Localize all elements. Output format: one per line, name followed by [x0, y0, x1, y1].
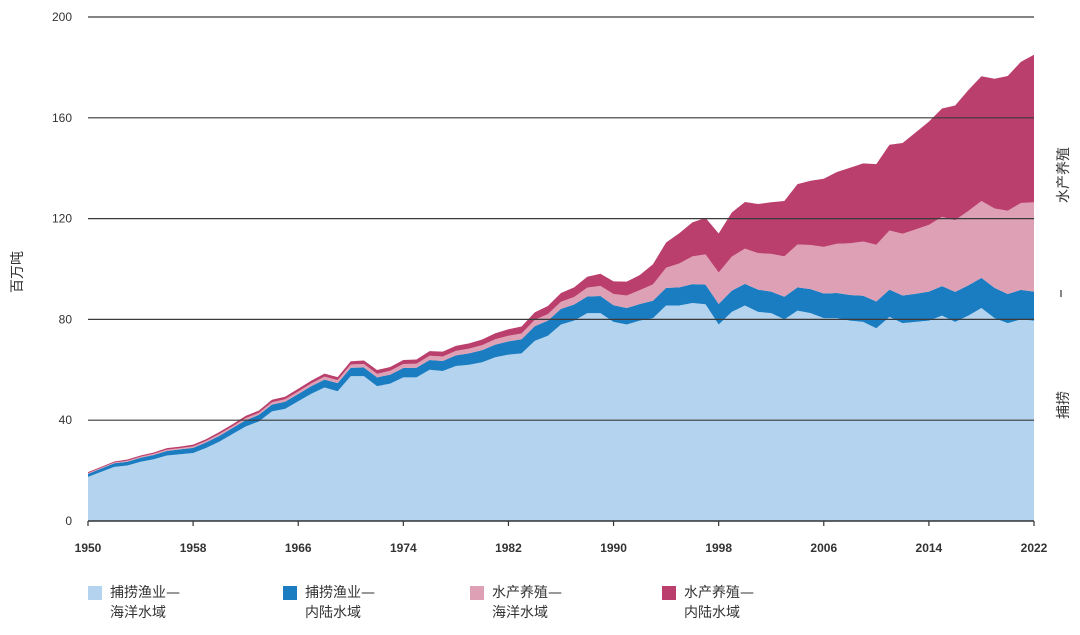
- legend-label-line1: 捕捞渔业—: [305, 585, 375, 601]
- legend-label-line2: 内陆水域: [305, 605, 361, 621]
- y-tick-label: 80: [59, 312, 73, 326]
- x-tick-label: 1966: [285, 541, 312, 555]
- legend-item: 捕捞渔业— 内陆水域: [283, 583, 375, 623]
- legend-swatch: [283, 586, 297, 600]
- y-tick-label: 120: [52, 212, 72, 226]
- legend-label-line2: 内陆水域: [684, 605, 740, 621]
- x-tick-label: 2014: [916, 541, 943, 555]
- side-label-capture: 捕捞: [1056, 391, 1072, 419]
- x-tick-label: 1998: [705, 541, 732, 555]
- legend-label: 水产养殖— 内陆水域: [684, 583, 754, 623]
- x-tick-label: 2022: [1021, 541, 1048, 555]
- legend-swatch: [470, 586, 484, 600]
- area-series-3: [88, 200, 1034, 474]
- side-label-aquaculture: 水产养殖: [1055, 147, 1072, 203]
- legend-swatch: [88, 586, 102, 600]
- y-tick-labels: 0 40 80 120 160 200: [52, 10, 72, 528]
- x-tick-labels: 1950 1958 1966 1974 1982 1990 1998 2006 2014 2022: [75, 521, 1048, 555]
- legend: 捕捞渔业— 海洋水域 捕捞渔业— 内陆水域 水产养殖— 海洋水域 水产养殖— 内…: [88, 583, 1078, 631]
- legend-label: 捕捞渔业— 海洋水域: [110, 583, 180, 623]
- stacked-areas: [88, 54, 1034, 521]
- legend-label-line2: 海洋水域: [110, 605, 166, 621]
- y-tick-label: 200: [52, 10, 72, 24]
- legend-swatch: [662, 586, 676, 600]
- legend-item: 水产养殖— 内陆水域: [662, 583, 754, 623]
- x-tick-label: 1990: [600, 541, 627, 555]
- gridlines: [88, 16, 1034, 421]
- x-tick-label: 1982: [495, 541, 522, 555]
- legend-item: 水产养殖— 海洋水域: [470, 583, 562, 623]
- area-series-1: [88, 303, 1034, 521]
- legend-label: 水产养殖— 海洋水域: [492, 583, 562, 623]
- legend-label-line2: 海洋水域: [492, 605, 548, 621]
- area-series-2: [88, 277, 1034, 477]
- y-tick-label: 160: [52, 111, 72, 125]
- legend-label-line1: 水产养殖—: [684, 585, 754, 601]
- y-axis-label: 百万吨: [10, 251, 26, 293]
- legend-label-line1: 捕捞渔业—: [110, 585, 180, 601]
- x-tick-label: 2006: [810, 541, 837, 555]
- y-tick-label: 0: [65, 514, 72, 528]
- legend-item: 捕捞渔业— 海洋水域: [88, 583, 180, 623]
- x-tick-label: 1950: [75, 541, 102, 555]
- x-tick-label: 1974: [390, 541, 417, 555]
- legend-label: 捕捞渔业— 内陆水域: [305, 583, 375, 623]
- legend-label-line1: 水产养殖—: [492, 585, 562, 601]
- x-tick-label: 1958: [180, 541, 207, 555]
- y-tick-label: 40: [59, 413, 73, 427]
